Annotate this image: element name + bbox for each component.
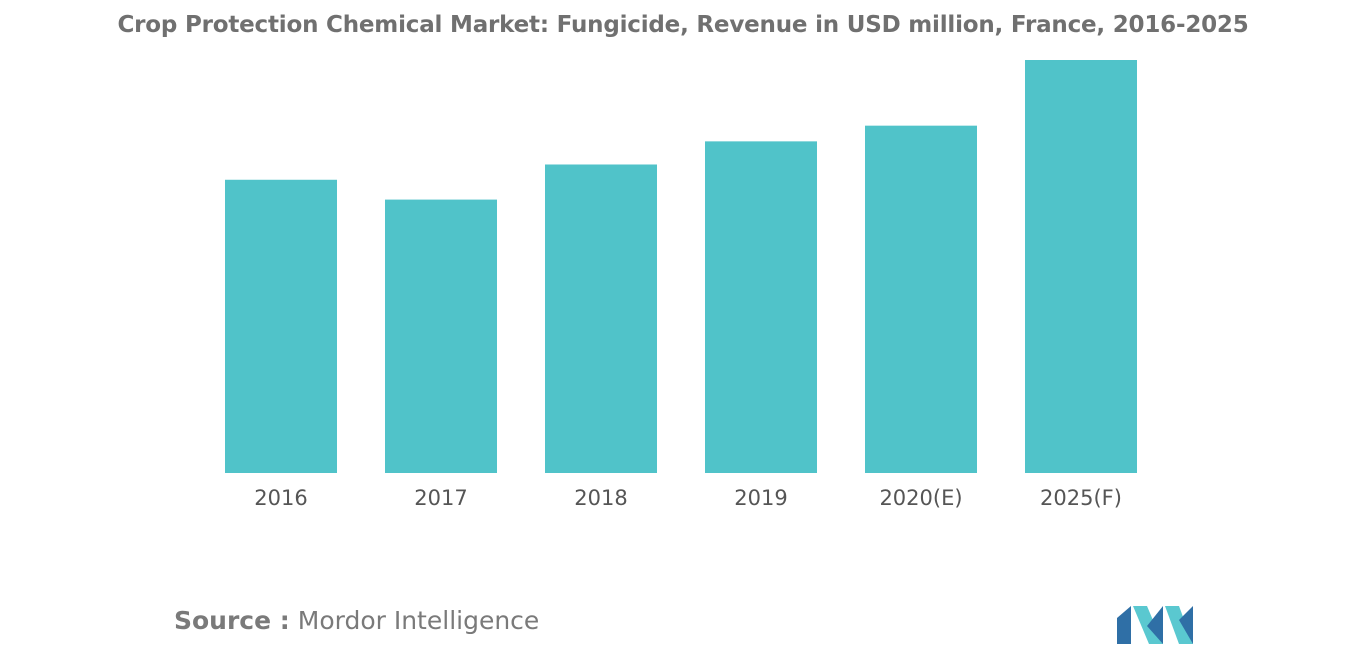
x-tick-labels: 2016 2017 2018 2019 2020(E) 2025(F): [254, 486, 1122, 510]
chart-title: Crop Protection Chemical Market: Fungici…: [117, 12, 1249, 38]
mordor-intelligence-logo-icon: [1117, 606, 1193, 644]
x-tick-label: 2025(F): [1040, 486, 1122, 510]
bars-group: [225, 60, 1137, 474]
x-tick-label: 2017: [414, 486, 467, 510]
bar-2017: [385, 199, 497, 473]
source-note: Source : Mordor Intelligence: [174, 606, 539, 635]
x-tick-label: 2020(E): [879, 486, 962, 510]
source-label: Source :: [174, 606, 290, 635]
x-tick-label: 2019: [734, 486, 787, 510]
bar-2018: [545, 164, 657, 473]
bar-chart: 2016 2017 2018 2019 2020(E) 2025(F): [225, 60, 1137, 510]
bar-2019: [705, 141, 817, 473]
bar-2025(F): [1025, 60, 1137, 473]
bar-2020(E): [865, 125, 977, 474]
x-tick-label: 2018: [574, 486, 627, 510]
bar-2016: [225, 179, 337, 473]
x-tick-label: 2016: [254, 486, 307, 510]
source-name: Mordor Intelligence: [297, 606, 540, 635]
